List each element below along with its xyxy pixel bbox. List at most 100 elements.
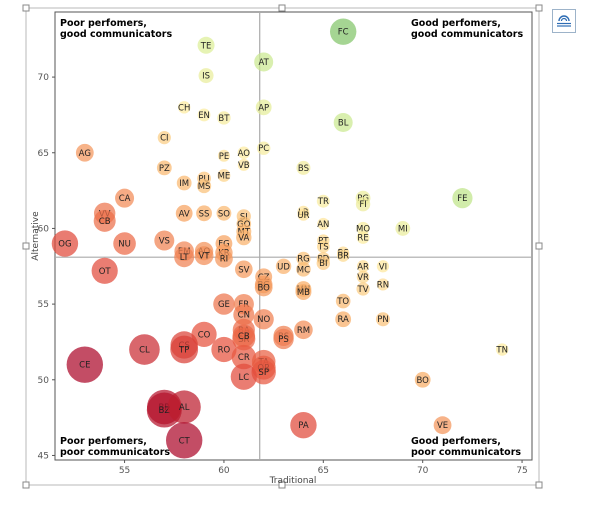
- data-point[interactable]: AO: [237, 146, 251, 159]
- data-point[interactable]: VA: [236, 229, 252, 246]
- data-point[interactable]: OG: [51, 230, 79, 257]
- data-point[interactable]: SS: [196, 205, 212, 222]
- data-point[interactable]: SV: [235, 260, 253, 279]
- data-point[interactable]: AP: [255, 99, 272, 116]
- point-bubble: [93, 209, 116, 232]
- data-point[interactable]: UR: [297, 208, 310, 221]
- point-bubble: [198, 68, 214, 84]
- data-point[interactable]: BS: [296, 160, 311, 175]
- data-point[interactable]: RN: [377, 278, 389, 291]
- data-point[interactable]: CE: [66, 346, 104, 383]
- data-point[interactable]: OT: [91, 257, 118, 284]
- data-point[interactable]: LT: [174, 247, 195, 268]
- data-point[interactable]: CT: [165, 422, 203, 459]
- point-bubble: [296, 160, 311, 175]
- point-label: TP: [178, 346, 189, 356]
- quadrant-bottom-left-line1: Poor perfomers,: [60, 436, 147, 447]
- data-point[interactable]: RE: [356, 231, 370, 244]
- data-point[interactable]: AR: [356, 260, 370, 273]
- data-point[interactable]: PN: [375, 312, 390, 327]
- data-point[interactable]: RI: [215, 249, 233, 268]
- x-axis-label: Traditional: [269, 476, 317, 486]
- data-point[interactable]: NU: [113, 232, 136, 255]
- data-point[interactable]: NO: [253, 309, 274, 330]
- layout-options-button[interactable]: [552, 9, 576, 33]
- data-point[interactable]: TN: [495, 343, 509, 356]
- data-point[interactable]: TS: [317, 240, 330, 253]
- data-point[interactable]: IS: [198, 68, 214, 84]
- data-point[interactable]: MS: [196, 178, 212, 194]
- data-point[interactable]: AG: [75, 143, 94, 162]
- data-point[interactable]: CA: [115, 188, 135, 208]
- data-point[interactable]: TO: [335, 293, 351, 309]
- data-point[interactable]: CH: [177, 101, 191, 114]
- data-point[interactable]: CB: [232, 324, 256, 348]
- data-point[interactable]: PC: [256, 141, 271, 155]
- selection-handles[interactable]: [22, 4, 543, 489]
- data-point[interactable]: VI: [376, 260, 390, 273]
- data-point[interactable]: BO: [254, 278, 273, 297]
- data-point[interactable]: UD: [275, 258, 292, 274]
- data-point[interactable]: TP: [170, 335, 199, 364]
- data-point[interactable]: GE: [213, 293, 235, 315]
- data-point[interactable]: PS: [273, 328, 294, 350]
- data-point[interactable]: TE: [197, 36, 215, 54]
- point-label: MB: [297, 288, 310, 298]
- data-point[interactable]: PZ: [156, 160, 172, 176]
- data-point[interactable]: BR: [336, 249, 350, 262]
- data-point[interactable]: FC: [329, 18, 357, 45]
- data-point[interactable]: VB: [237, 158, 250, 171]
- data-point[interactable]: CO: [191, 321, 217, 347]
- data-point[interactable]: RG: [296, 251, 311, 266]
- data-point[interactable]: AT: [254, 52, 274, 72]
- data-point[interactable]: BO: [414, 371, 431, 388]
- point-label: VA: [238, 234, 249, 244]
- data-point[interactable]: BT: [217, 111, 231, 125]
- data-point[interactable]: MC: [296, 261, 311, 277]
- data-point[interactable]: SO: [216, 205, 232, 221]
- data-point[interactable]: EN: [197, 108, 211, 122]
- data-point[interactable]: FE: [452, 188, 473, 209]
- data-point[interactable]: MO: [356, 221, 370, 236]
- point-label: AG: [79, 149, 91, 159]
- data-point[interactable]: RA: [335, 311, 352, 328]
- data-point[interactable]: VT: [194, 246, 214, 266]
- data-point[interactable]: BI: [316, 256, 331, 270]
- data-point[interactable]: CN: [233, 304, 255, 326]
- data-point[interactable]: IM: [176, 175, 192, 191]
- data-point[interactable]: SP: [251, 360, 276, 385]
- point-label: PZ: [159, 164, 170, 174]
- data-point[interactable]: CL: [129, 334, 160, 365]
- data-point[interactable]: VE: [433, 416, 452, 435]
- data-point[interactable]: FI: [355, 197, 371, 212]
- point-bubble: [194, 246, 214, 266]
- data-point[interactable]: TR: [316, 194, 330, 208]
- data-point[interactable]: TV: [356, 282, 370, 296]
- data-point[interactable]: VR: [356, 270, 370, 284]
- point-bubble: [316, 194, 330, 208]
- point-bubble: [414, 371, 431, 388]
- data-point[interactable]: CB: [93, 209, 116, 232]
- data-point[interactable]: MB: [295, 284, 312, 300]
- data-point[interactable]: PA: [290, 411, 317, 439]
- data-point[interactable]: AN: [317, 217, 329, 230]
- point-bubble: [254, 52, 274, 72]
- point-bubble: [295, 284, 312, 300]
- data-point[interactable]: AV: [175, 204, 193, 222]
- data-point[interactable]: PE: [217, 149, 230, 162]
- data-point[interactable]: RM: [294, 320, 313, 340]
- data-point[interactable]: BL: [333, 112, 353, 132]
- data-point[interactable]: CI: [157, 131, 171, 145]
- point-bubble: [213, 293, 235, 315]
- data-point[interactable]: CR: [231, 344, 257, 370]
- data-point[interactable]: MI: [395, 221, 411, 236]
- data-point[interactable]: LC: [230, 363, 257, 390]
- data-point[interactable]: ME: [217, 169, 231, 182]
- point-bubble: [297, 208, 310, 221]
- data-point[interactable]: AL: [167, 390, 201, 424]
- point-label: MC: [297, 265, 310, 275]
- data-point[interactable]: VS: [154, 230, 175, 251]
- point-label: FC: [338, 28, 349, 38]
- layout-options-icon: [557, 15, 571, 27]
- data-point[interactable]: RO: [211, 336, 237, 363]
